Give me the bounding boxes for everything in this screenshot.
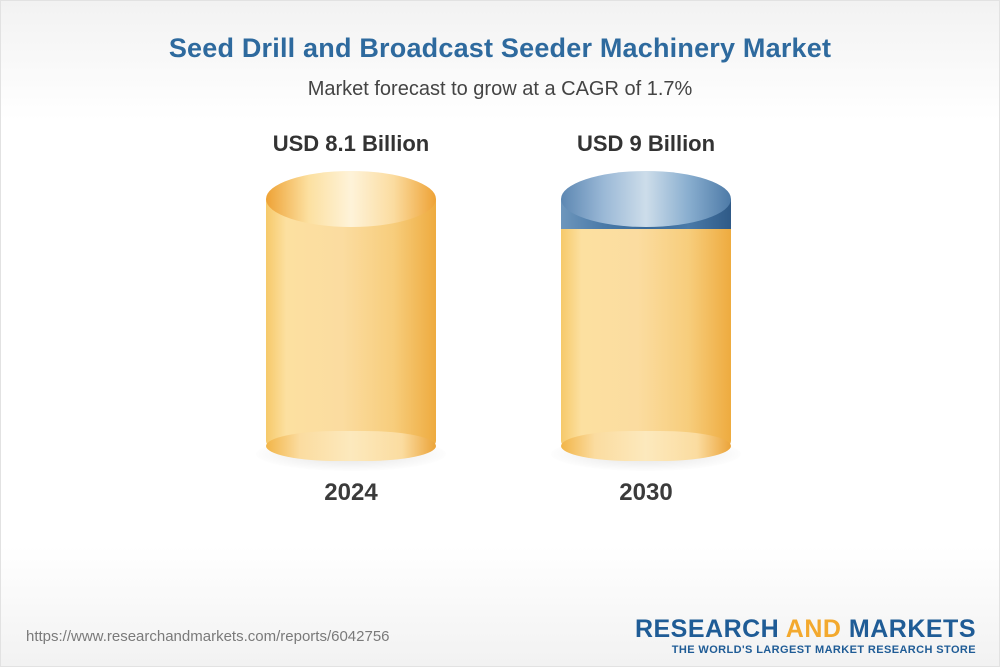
cylinder-cap-top-2030: [561, 171, 731, 227]
year-label-2024: 2024: [226, 479, 476, 507]
source-url-text[interactable]: https://www.researchandmarkets.com/repor…: [26, 628, 390, 645]
bar-group-2024: USD 8.1 Billion 2024: [226, 131, 476, 507]
cylinder-2030: [561, 171, 731, 461]
cylinder-body-2024: [266, 199, 436, 461]
slide-container: Seed Drill and Broadcast Seeder Machiner…: [0, 0, 1000, 667]
cylinder-cap-2030: [561, 171, 731, 255]
cylinder-top-2024: [266, 171, 436, 227]
value-label-2024: USD 8.1 Billion: [226, 131, 476, 157]
cylinder-2024: [266, 171, 436, 461]
value-label-2030: USD 9 Billion: [521, 131, 771, 157]
logo-tagline-text: THE WORLD'S LARGEST MARKET RESEARCH STOR…: [635, 644, 976, 656]
page-title: Seed Drill and Broadcast Seeder Machiner…: [1, 33, 999, 64]
chart-area: USD 8.1 Billion 2024 USD 9 Billion 2030: [1, 131, 1000, 551]
page-subtitle: Market forecast to grow at a CAGR of 1.7…: [1, 78, 999, 101]
bar-group-2030: USD 9 Billion 2030: [521, 131, 771, 507]
year-label-2030: 2030: [521, 479, 771, 507]
header-section: Seed Drill and Broadcast Seeder Machiner…: [1, 1, 999, 101]
logo-main-text: RESEARCH AND MARKETS: [635, 617, 976, 642]
brand-logo: RESEARCH AND MARKETS THE WORLD'S LARGEST…: [635, 617, 976, 656]
footer-section: https://www.researchandmarkets.com/repor…: [1, 606, 1000, 666]
